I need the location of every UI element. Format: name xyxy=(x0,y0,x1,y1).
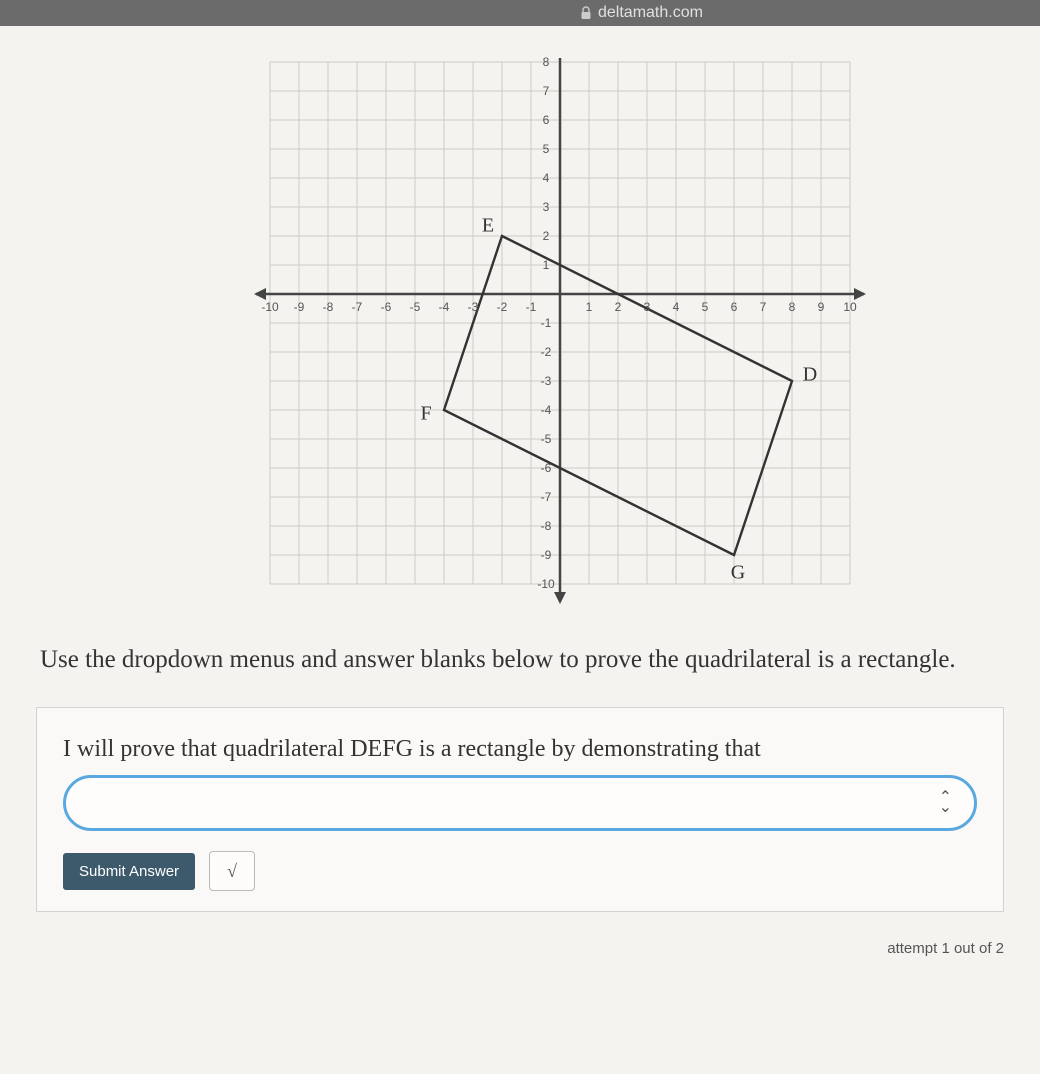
point-label-g: G xyxy=(731,562,745,585)
x-tick-label: -5 xyxy=(410,300,421,314)
x-tick-label: -6 xyxy=(381,300,392,314)
coordinate-plane-chart: -10 -9 -8 -7 -6 -5 -4 -3 -2 -1 1 2 3 4 5 6 7 8 9 10 -10 -9 -8 -… xyxy=(250,32,870,622)
y-tick-label: -3 xyxy=(541,374,552,388)
y-tick-label: -4 xyxy=(541,403,552,417)
answer-lead-in: I will prove that quadrilateral DEFG is … xyxy=(63,736,977,763)
y-tick-label: -9 xyxy=(541,548,552,562)
browser-url-bar: deltamath.com xyxy=(0,0,1040,26)
y-tick-label: -5 xyxy=(541,432,552,446)
x-tick-label: 7 xyxy=(760,300,767,314)
y-tick-label: 8 xyxy=(543,55,550,69)
browser-url-text: deltamath.com xyxy=(598,4,703,22)
x-tick-label: -3 xyxy=(468,300,479,314)
x-tick-label: -1 xyxy=(526,300,537,314)
instruction-text: Use the dropdown menus and answer blanks… xyxy=(0,642,1040,707)
y-tick-label: 6 xyxy=(543,113,550,127)
point-label-e: E xyxy=(482,215,494,238)
y-tick-label: 4 xyxy=(543,171,550,185)
submit-answer-button[interactable]: Submit Answer xyxy=(63,853,195,890)
y-tick-label: 3 xyxy=(543,200,550,214)
attempt-status: attempt 1 out of 2 xyxy=(0,912,1040,957)
point-label-d: D xyxy=(803,364,817,387)
lock-icon xyxy=(580,6,592,20)
x-tick-label: 8 xyxy=(789,300,796,314)
x-tick-label: 5 xyxy=(702,300,709,314)
x-tick-label: -7 xyxy=(352,300,363,314)
y-tick-label: 2 xyxy=(543,229,550,243)
y-tick-label: 5 xyxy=(543,142,550,156)
point-label-f: F xyxy=(420,403,431,426)
proof-method-dropdown[interactable]: ⌃⌄ xyxy=(63,775,977,831)
y-tick-label: -7 xyxy=(541,490,552,504)
x-tick-label: -9 xyxy=(294,300,305,314)
y-tick-label: -2 xyxy=(541,345,552,359)
x-tick-label: -4 xyxy=(439,300,450,314)
y-tick-label: 7 xyxy=(543,84,550,98)
x-tick-label: 2 xyxy=(615,300,622,314)
y-tick-label: 1 xyxy=(543,258,550,272)
y-tick-label: -8 xyxy=(541,519,552,533)
chevron-updown-icon: ⌃⌄ xyxy=(939,793,952,812)
x-tick-label: 4 xyxy=(673,300,680,314)
y-tick-label: -1 xyxy=(541,316,552,330)
sqrt-button[interactable]: √ xyxy=(209,851,255,891)
y-tick-label: -6 xyxy=(541,461,552,475)
y-tick-label: -10 xyxy=(537,577,554,591)
x-tick-label: -8 xyxy=(323,300,334,314)
x-tick-label: 3 xyxy=(644,300,651,314)
answer-box: I will prove that quadrilateral DEFG is … xyxy=(36,707,1004,912)
x-tick-label: 9 xyxy=(818,300,825,314)
x-tick-label: -2 xyxy=(497,300,508,314)
x-tick-label: 1 xyxy=(586,300,593,314)
x-tick-label: 10 xyxy=(843,300,856,314)
x-tick-label: 6 xyxy=(731,300,738,314)
x-tick-label: -10 xyxy=(261,300,278,314)
